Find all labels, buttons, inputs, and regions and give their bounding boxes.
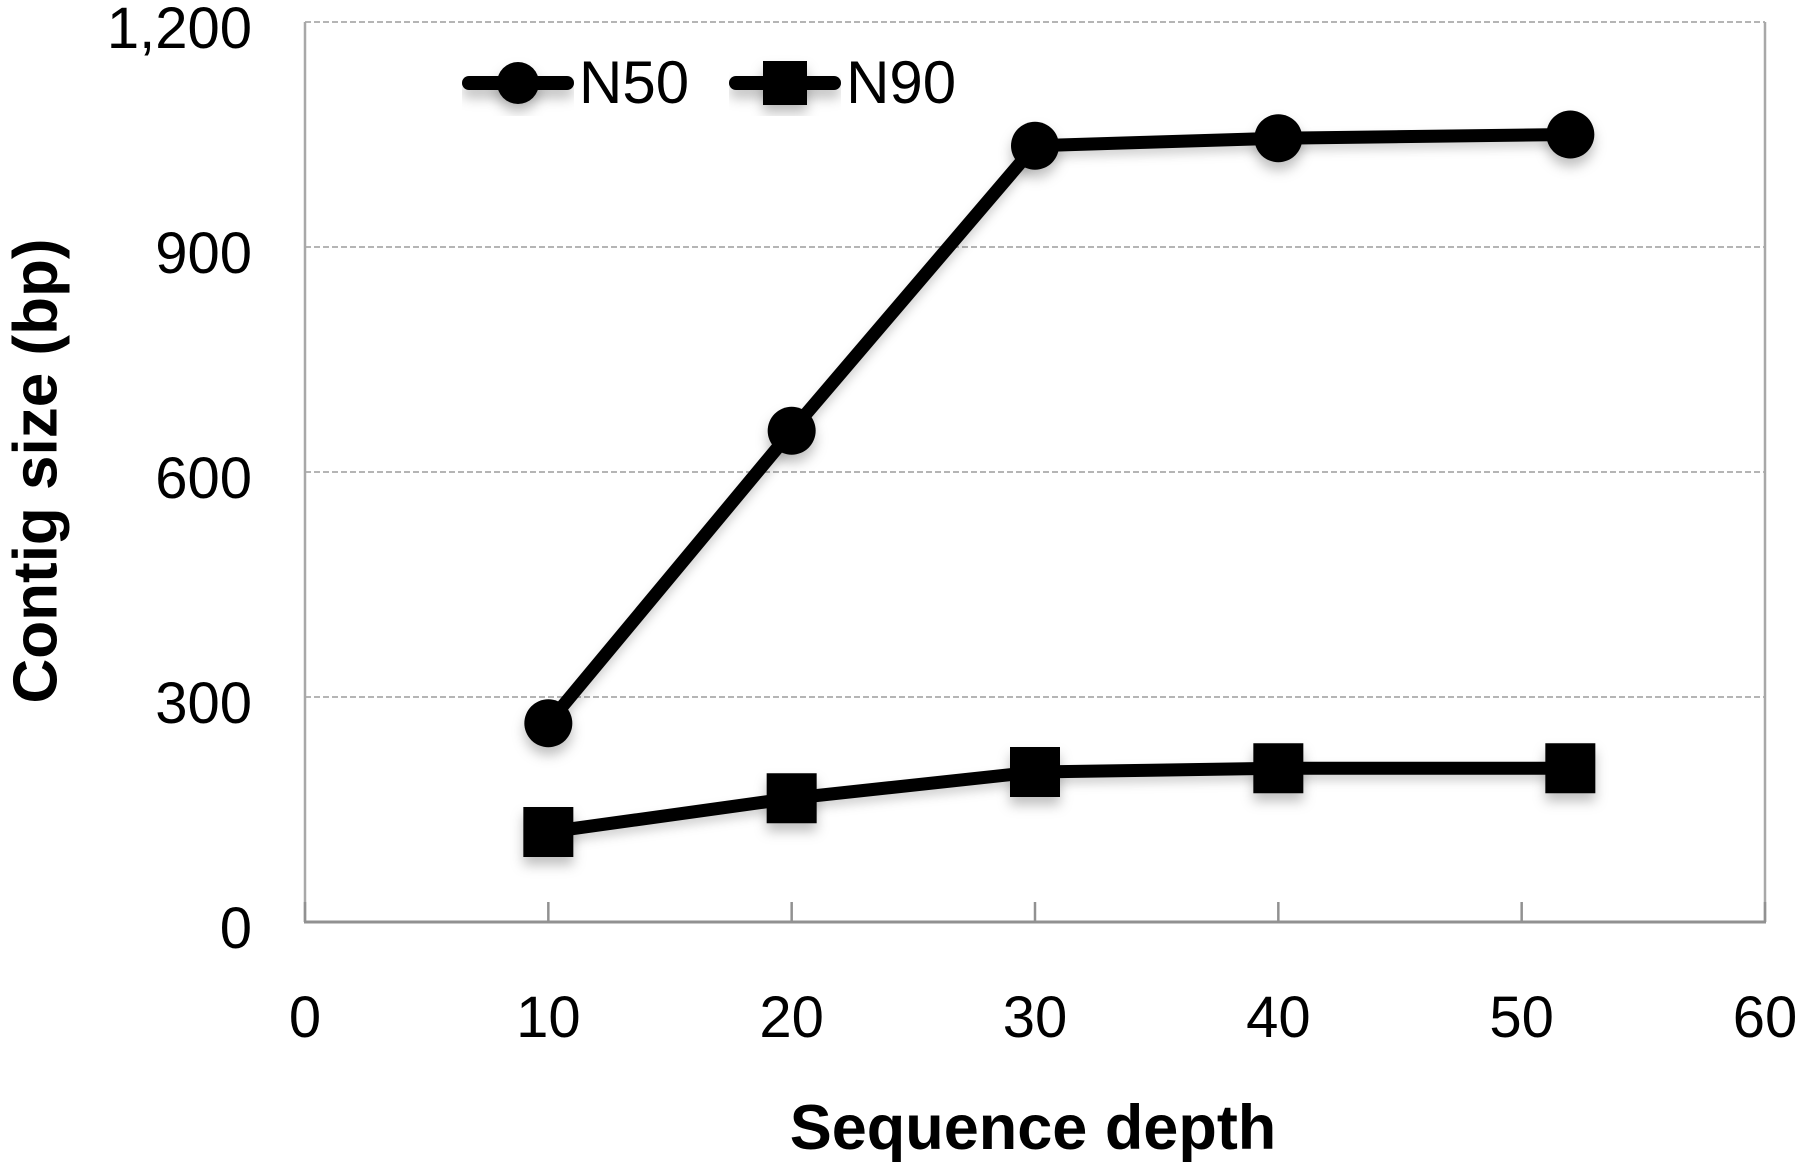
data-point-n90-x10 [523, 807, 574, 857]
y-tick-label-0: 0 [219, 896, 252, 961]
x-tick-label-10: 10 [516, 985, 581, 1050]
data-point-n50-x30 [1011, 121, 1059, 170]
data-point-n90-x52 [1545, 743, 1596, 794]
legend-item-n90: N90 [729, 50, 956, 116]
x-axis-title: Sequence depth [789, 1093, 1277, 1163]
n50-line-circle-marker-icon [462, 62, 574, 104]
legend: N50 N90 [462, 50, 956, 116]
data-point-n50-x10 [524, 699, 573, 748]
y-tick-label-600: 600 [155, 446, 252, 511]
x-tick-label-40: 40 [1246, 985, 1311, 1050]
x-tick-label-60: 60 [1732, 985, 1798, 1050]
legend-label-n50: N50 [579, 49, 690, 116]
y-tick-label-1200: 1,200 [106, 0, 252, 61]
x-tick-label-30: 30 [1002, 985, 1068, 1050]
y-tick-label-300: 300 [155, 671, 252, 736]
data-point-n90-x20 [766, 773, 817, 824]
legend-label-n90: N90 [846, 49, 957, 116]
y-tick-label-900: 900 [155, 221, 252, 286]
data-point-n50-x40 [1254, 114, 1303, 163]
data-point-n90-x40 [1253, 743, 1304, 794]
x-tick-label-20: 20 [759, 985, 824, 1050]
data-point-n50-x20 [767, 406, 816, 455]
series-line-n50 [543, 128, 1571, 728]
n90-line-square-marker-icon [729, 61, 842, 105]
x-tick-label-0: 0 [288, 985, 322, 1050]
data-point-n90-x30 [1010, 747, 1060, 797]
data-point-n50-x52 [1546, 110, 1595, 159]
legend-item-n50: N50 [462, 50, 689, 116]
x-tick-label-50: 50 [1489, 985, 1554, 1050]
